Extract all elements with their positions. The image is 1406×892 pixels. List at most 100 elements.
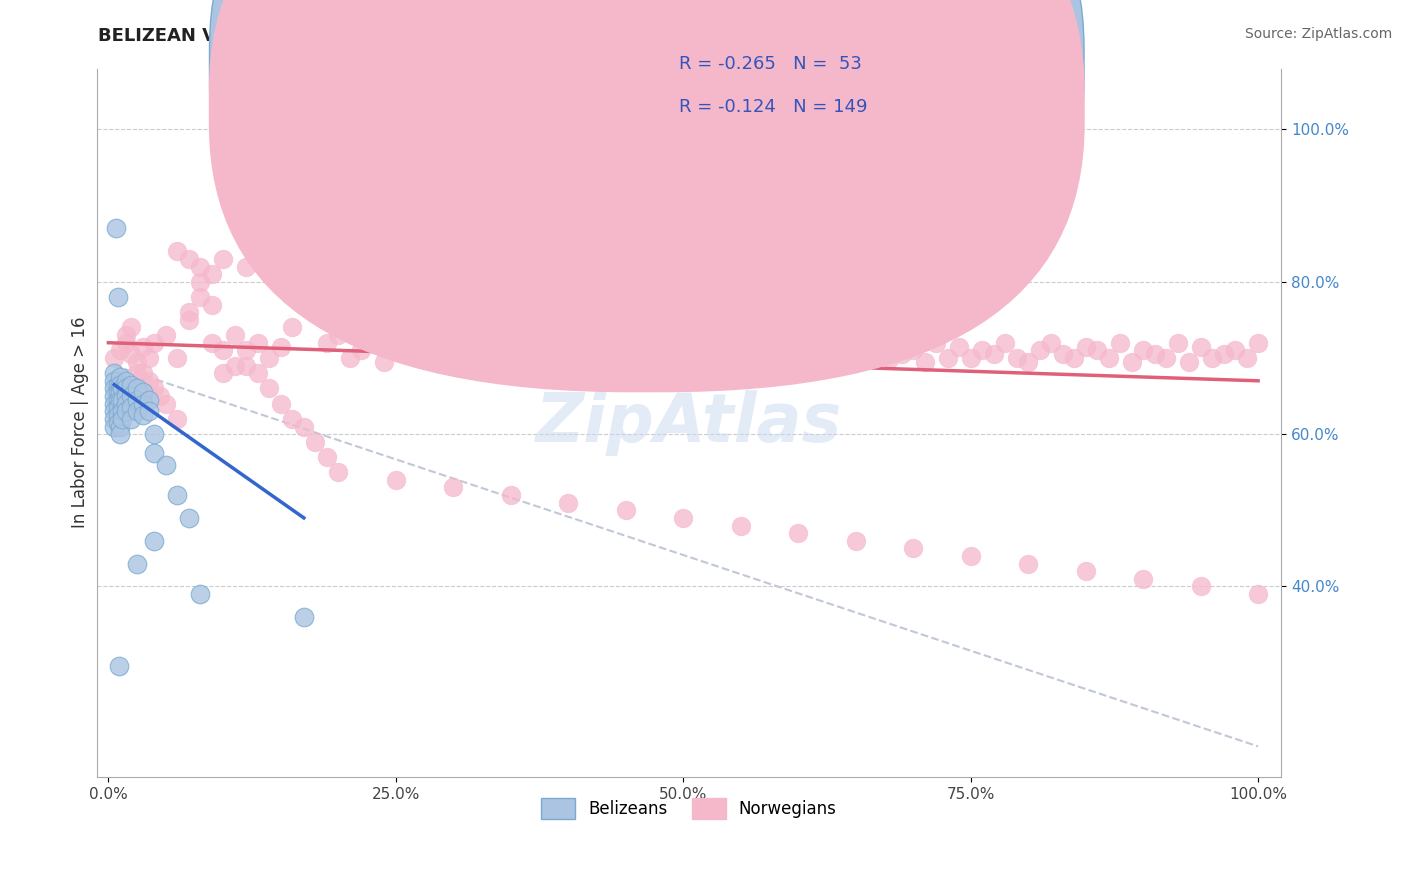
Point [138,374,160,388]
Point [672,335,695,350]
Point [155,458,177,472]
Point [1212,347,1234,361]
Point [281,412,304,426]
Point [114,374,136,388]
Point [1167,335,1189,350]
Point [107,385,129,400]
Point [959,351,981,365]
Point [499,488,522,502]
Point [155,397,177,411]
Point [315,335,337,350]
Text: Source: ZipAtlas.com: Source: ZipAtlas.com [1244,27,1392,41]
Point [1178,355,1201,369]
Point [111,412,134,426]
Point [166,412,188,426]
Point [972,343,994,358]
Point [235,260,257,274]
Point [292,419,315,434]
Point [166,351,188,365]
Point [143,381,166,395]
Point [441,339,464,353]
Point [143,427,166,442]
Point [111,392,134,407]
Point [1223,343,1246,358]
Point [1074,564,1097,578]
Point [614,351,637,365]
Point [315,450,337,464]
Point [672,511,695,525]
Point [149,389,172,403]
Point [695,343,717,358]
Point [212,366,235,380]
Point [103,366,125,380]
Point [166,488,188,502]
Point [546,347,568,361]
Point [108,427,131,442]
Y-axis label: In Labor Force | Age > 16: In Labor Force | Age > 16 [72,317,89,528]
Point [557,351,579,365]
Point [114,389,136,403]
Point [132,339,155,353]
Point [614,503,637,517]
Point [856,343,879,358]
Text: BELIZEAN VS NORWEGIAN IN LABOR FORCE | AGE > 16 CORRELATION CHART: BELIZEAN VS NORWEGIAN IN LABOR FORCE | A… [98,27,872,45]
Point [534,343,557,358]
Point [948,339,970,353]
Point [127,557,149,571]
Point [127,392,149,407]
Point [557,496,579,510]
Point [1132,572,1154,586]
Point [270,397,292,411]
Point [224,359,246,373]
Point [845,533,868,548]
Point [741,339,763,353]
Point [103,374,125,388]
Point [488,355,510,369]
Point [304,305,326,319]
Point [107,290,129,304]
Point [259,351,281,365]
Point [103,381,125,395]
Point [983,347,1005,361]
Point [108,419,131,434]
Point [568,335,591,350]
Point [143,335,166,350]
Text: R = -0.124   N = 149: R = -0.124 N = 149 [679,98,868,116]
Point [120,401,142,415]
Point [127,404,149,418]
Point [454,351,477,365]
Point [292,610,315,624]
Point [103,389,125,403]
Point [103,404,125,418]
Point [120,412,142,426]
Point [465,335,488,350]
Point [1109,335,1132,350]
Point [361,332,384,346]
Point [177,252,200,266]
Point [177,305,200,319]
Point [114,335,136,350]
Point [328,328,350,343]
Point [994,335,1017,350]
Point [108,343,131,358]
Point [235,343,257,358]
Point [730,351,752,365]
Point [650,351,672,365]
Point [103,397,125,411]
Point [1247,587,1270,601]
Point [959,549,981,563]
Point [138,404,160,418]
Point [1063,351,1085,365]
Point [201,335,224,350]
Point [114,381,136,395]
Point [1017,355,1039,369]
Point [832,335,855,350]
Point [107,408,129,422]
Point [396,343,419,358]
Point [235,359,257,373]
Point [328,260,350,274]
Point [259,381,281,395]
Point [201,267,224,281]
Point [114,397,136,411]
Point [936,351,959,365]
